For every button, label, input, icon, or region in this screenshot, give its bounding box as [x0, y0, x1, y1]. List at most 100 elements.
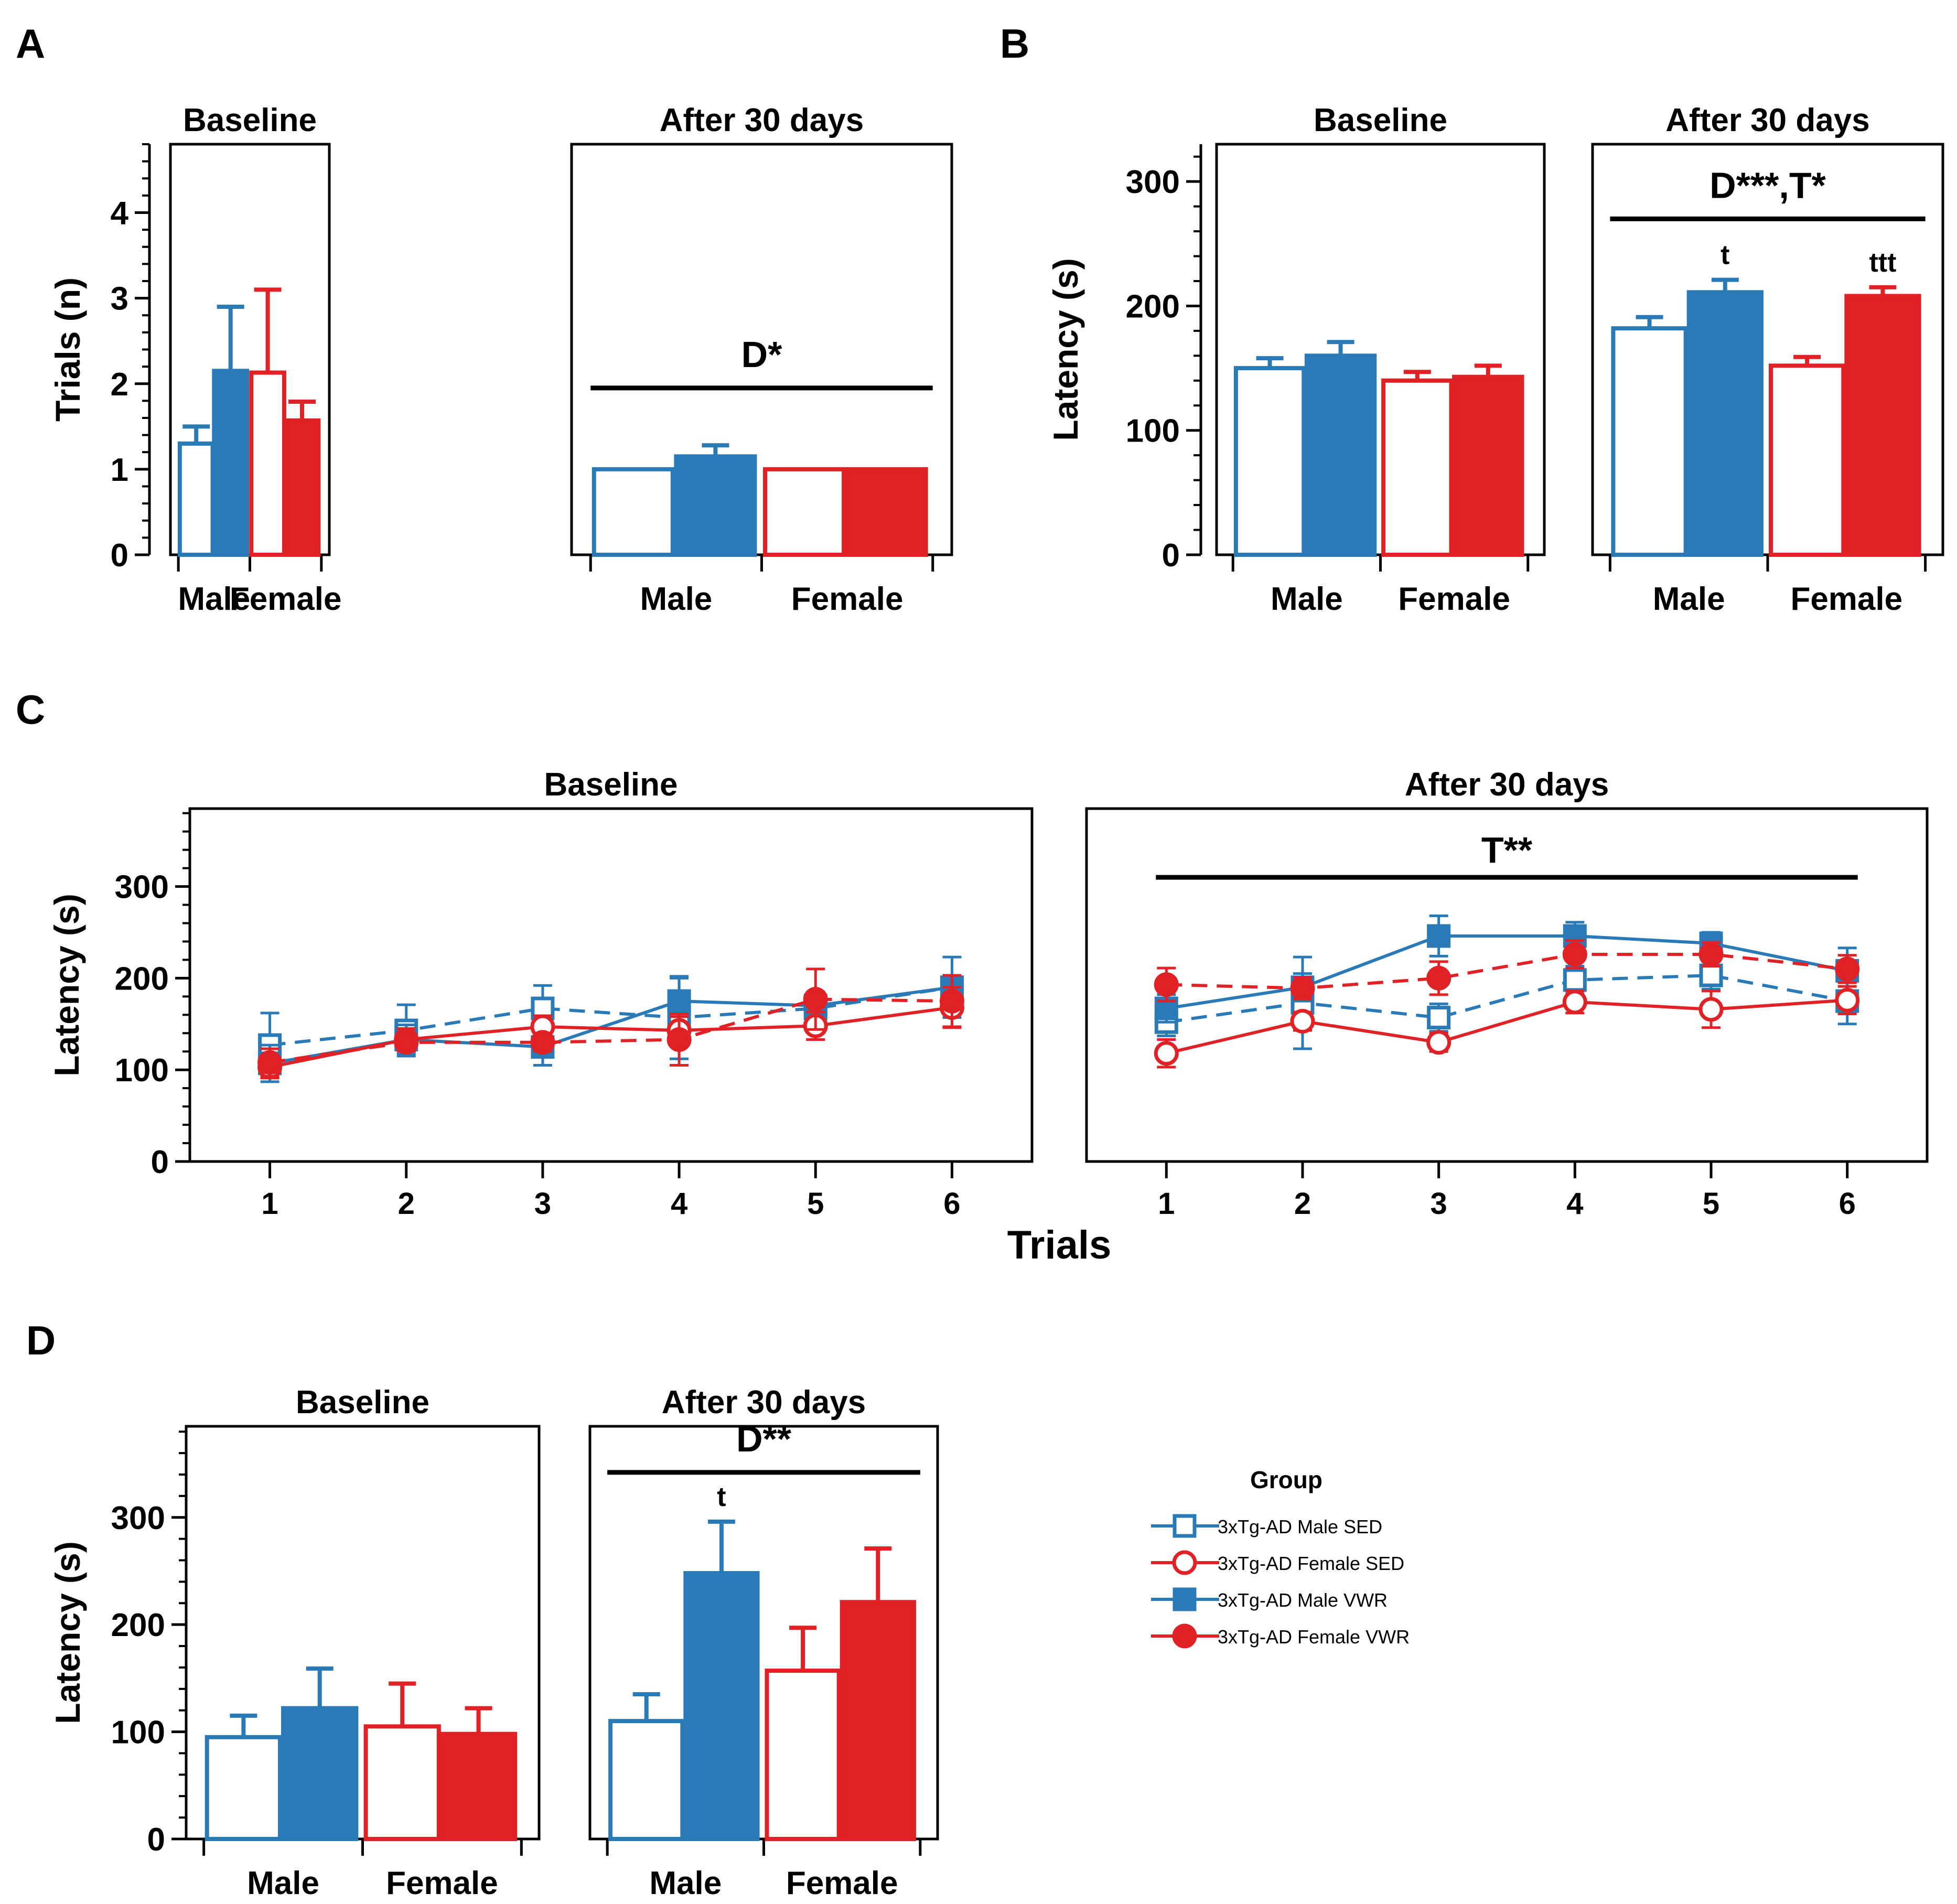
series-line — [270, 997, 952, 1064]
y-tick-label: 0 — [111, 537, 128, 574]
bar-female-sed — [1769, 363, 1846, 557]
x-tick-label: 6 — [943, 1187, 960, 1221]
y-tick-label: 300 — [111, 1500, 165, 1536]
significance-annotation: D***,T* — [1709, 165, 1826, 206]
data-point-circle — [1698, 942, 1724, 967]
panel-label: D — [26, 1317, 56, 1363]
subplot-title: After 30 days — [662, 1384, 866, 1421]
bar-female-vwr — [1844, 294, 1921, 557]
x-group-label: Female — [1790, 581, 1902, 617]
data-point-circle — [257, 1050, 283, 1075]
y-axis-label: Latency (s) — [47, 894, 86, 1076]
legend-marker-square — [1173, 1514, 1197, 1538]
significance-mark: ttt — [1869, 248, 1896, 278]
legend-label: 3xTg-AD Male VWR — [1218, 1589, 1388, 1611]
bar-male-vwr — [212, 369, 250, 557]
data-point-circle — [1426, 965, 1451, 991]
x-tick-label: 5 — [807, 1187, 824, 1221]
data-point-circle — [939, 988, 964, 1014]
x-tick-label: 2 — [1294, 1187, 1311, 1221]
x-group-label: Female — [230, 581, 342, 617]
series-line — [1166, 974, 1848, 1024]
y-axis-label: Latency (s) — [48, 1541, 87, 1724]
y-tick-label: 0 — [147, 1822, 165, 1858]
series-line — [270, 985, 952, 1047]
x-tick-label: 3 — [534, 1187, 551, 1221]
bar-male-vwr — [683, 1571, 760, 1841]
data-point-square — [1427, 1006, 1451, 1030]
y-tick-label: 0 — [151, 1144, 169, 1180]
plot-frame — [188, 807, 1034, 1163]
y-tick-label: 3 — [111, 281, 128, 317]
bar-male-vwr — [1686, 290, 1764, 557]
bar-female-vwr — [283, 418, 321, 557]
bar-male-sed — [592, 467, 675, 557]
bar-male-sed — [608, 1719, 685, 1841]
bar-female-sed — [249, 370, 286, 557]
y-tick-label: 200 — [115, 961, 169, 997]
x-tick-label: 1 — [261, 1187, 278, 1221]
y-tick-label: 2 — [111, 367, 128, 403]
data-point-circle — [1426, 1030, 1451, 1055]
data-point-circle — [530, 1030, 555, 1055]
y-tick-label: 100 — [115, 1052, 169, 1089]
significance-mark: t — [717, 1482, 726, 1512]
series-line — [1166, 952, 1848, 990]
data-point-circle — [1562, 942, 1587, 967]
legend-label: 3xTg-AD Female VWR — [1218, 1626, 1410, 1648]
significance-annotation: D** — [736, 1418, 792, 1459]
bar-male-vwr — [674, 454, 757, 557]
panel-D: D 0 100 200 300 Latency (s) Baseline Male Female… — [26, 1317, 939, 1901]
legend-label: 3xTg-AD Male SED — [1218, 1516, 1382, 1537]
x-group-label: Male — [247, 1865, 319, 1901]
subplot-after-30-days: After 30 days 1 2 3 4 5 6 T** — [1085, 767, 1929, 1221]
data-point-circle — [1154, 1041, 1179, 1066]
x-group-label: Female — [386, 1865, 498, 1901]
data-point-circle — [1290, 976, 1315, 1001]
bar-male-vwr — [281, 1706, 359, 1842]
data-point-circle — [1835, 956, 1860, 982]
subplot-title: After 30 days — [1665, 102, 1869, 138]
y-tick-label: 300 — [1126, 164, 1180, 200]
y-axis-label: Latency (s) — [1046, 258, 1085, 440]
legend-marker-circle — [1172, 1623, 1197, 1649]
data-point-circle — [666, 1027, 692, 1052]
plot-frame — [1085, 807, 1929, 1163]
bar-female-sed — [363, 1724, 441, 1841]
data-point-circle — [1290, 1009, 1315, 1034]
data-point-circle — [1154, 972, 1179, 997]
bar-female-vwr — [1452, 374, 1524, 557]
bar-female-sed — [763, 467, 846, 557]
legend-title: Group — [1250, 1466, 1322, 1493]
y-tick-label: 200 — [1126, 288, 1180, 325]
y-axis-label: Trials (n) — [48, 277, 87, 422]
data-point-square — [667, 989, 691, 1013]
panel-label: A — [16, 20, 45, 67]
subplot-title: Baseline — [1314, 102, 1447, 138]
series-line — [1166, 934, 1848, 1010]
legend-label: 3xTg-AD Female SED — [1218, 1553, 1404, 1574]
series-line — [1166, 998, 1847, 1055]
subplot-after-30-days: After 30 days Male Female t D** — [588, 1384, 939, 1901]
x-tick-label: 4 — [1566, 1187, 1583, 1221]
data-point-square — [1699, 963, 1723, 987]
x-tick-label: 2 — [398, 1187, 415, 1221]
bar-male-sed — [1233, 366, 1306, 557]
data-point-circle — [394, 1030, 419, 1055]
subplot-title: Baseline — [296, 1384, 429, 1421]
bar-male-vwr — [1304, 353, 1377, 557]
significance-annotation: T** — [1481, 830, 1533, 870]
x-group-label: Female — [791, 581, 904, 617]
x-tick-label: 6 — [1839, 1187, 1856, 1221]
bar-male-sed — [205, 1735, 283, 1841]
significance-annotation: D* — [741, 334, 783, 375]
subplot-title: Baseline — [183, 102, 317, 138]
x-group-label: Female — [1398, 581, 1510, 617]
data-point-circle — [1835, 987, 1860, 1013]
x-group-label: Male — [1653, 581, 1725, 617]
subplot-title: After 30 days — [660, 102, 864, 138]
